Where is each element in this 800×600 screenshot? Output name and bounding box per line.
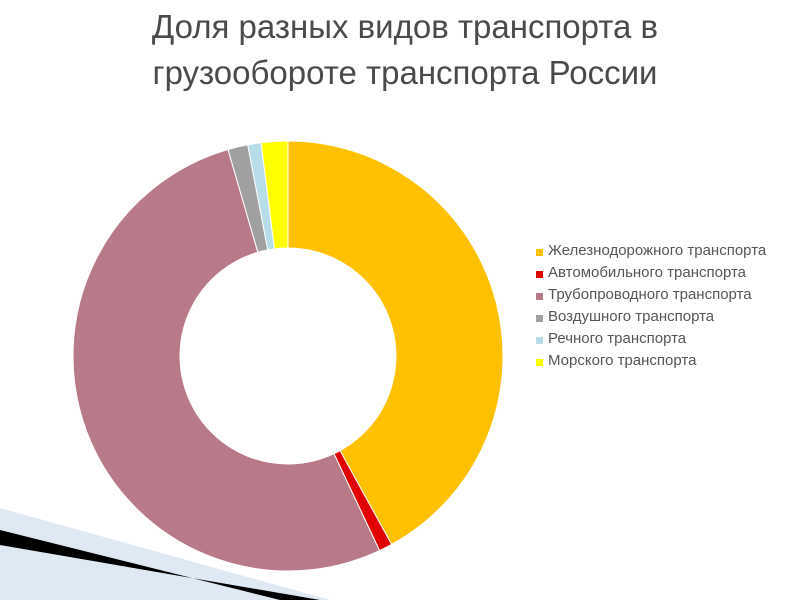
doughnut-slice-sea xyxy=(260,140,289,250)
chart-title: Доля разных видов транспорта в грузообор… xyxy=(151,8,659,91)
legend-label-river: Речного транспорта xyxy=(548,330,687,347)
legend-item-sea: Морского транспорта xyxy=(536,350,776,372)
legend-label-pipeline: Трубопроводного транспорта xyxy=(548,286,752,303)
legend-label-road: Автомобильного транспорта xyxy=(548,264,747,281)
legend-label-air: Воздушного транспорта xyxy=(548,308,715,325)
doughnut-slice-pipeline xyxy=(72,148,381,572)
legend-swatch-air xyxy=(536,315,543,322)
legend-swatch-pipeline xyxy=(536,293,543,300)
legend-item-river: Речного транспорта xyxy=(536,328,776,350)
chart-legend: Железнодорожного транспорта Автомобильно… xyxy=(536,240,776,372)
legend-swatch-sea xyxy=(536,359,543,366)
legend-item-road: Автомобильного транспорта xyxy=(536,262,776,284)
legend-label-sea: Морского транспорта xyxy=(548,352,697,369)
legend-label-railway: Железнодорожного транспорта xyxy=(548,242,767,259)
decor-light-band xyxy=(0,508,330,600)
legend-item-air: Воздушного транспорта xyxy=(536,306,776,328)
doughnut-slice-railway xyxy=(287,140,504,546)
legend-swatch-railway xyxy=(536,249,543,256)
legend-swatch-river xyxy=(536,337,543,344)
legend-item-railway: Железнодорожного транспорта xyxy=(536,240,776,262)
legend-item-pipeline: Трубопроводного транспорта xyxy=(536,284,776,306)
legend-swatch-road xyxy=(536,271,543,278)
